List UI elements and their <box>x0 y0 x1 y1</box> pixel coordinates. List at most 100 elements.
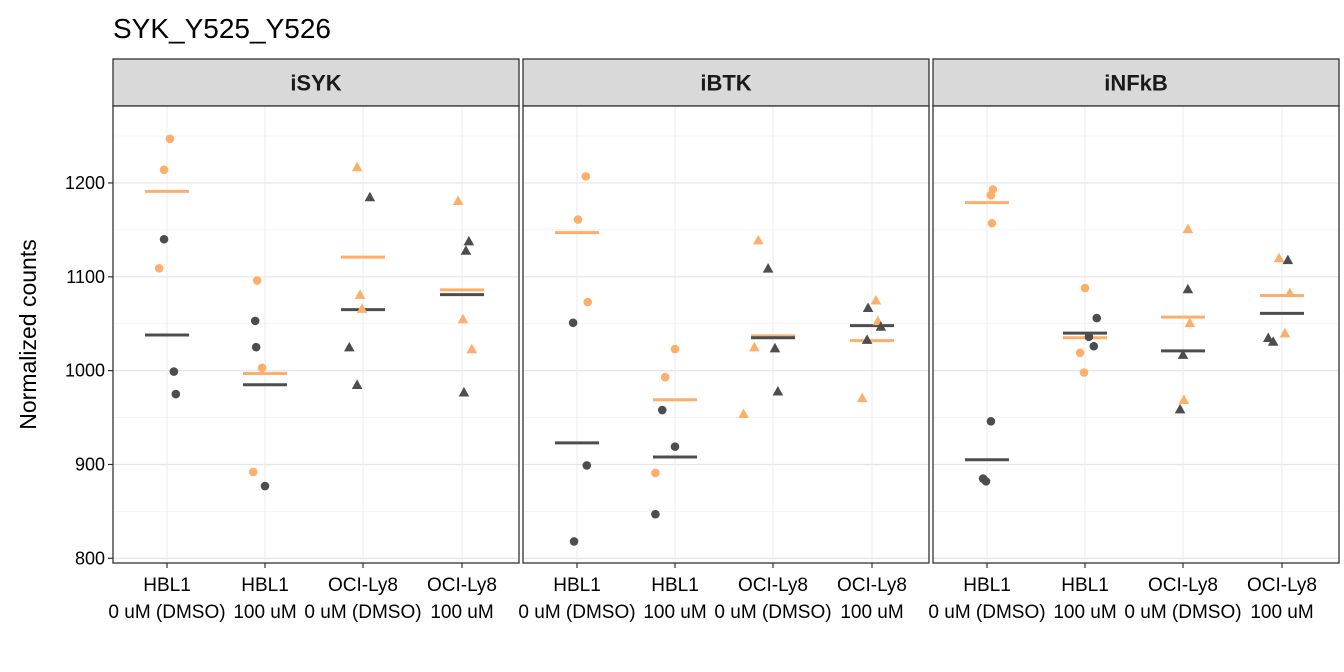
data-point <box>569 537 579 546</box>
x-tick-label-line2: 0 uM (DMSO) <box>108 602 225 623</box>
data-point <box>986 417 996 426</box>
x-tick-label-line2: 100 uM <box>430 602 493 623</box>
data-point <box>343 341 355 352</box>
data-point <box>154 264 164 273</box>
data-point <box>1075 348 1085 358</box>
x-tick-label-line2: 0 uM (DMSO) <box>928 602 1045 623</box>
data-point <box>463 235 475 246</box>
data-point <box>772 385 784 396</box>
data-point <box>986 190 996 200</box>
panel-strip-label: iSYK <box>290 71 341 96</box>
x-tick-label-line2: 0 uM (DMSO) <box>1124 602 1241 623</box>
x-tick-label-line1: HBL1 <box>963 575 1011 596</box>
y-tick-label: 900 <box>75 454 105 474</box>
y-tick-label: 1000 <box>65 361 105 381</box>
panel-strip <box>932 58 1340 107</box>
y-axis-label: Normalized counts <box>15 239 41 429</box>
panels: 800 900 1000 1100 1200 iSYK HBL1 0 uM (DMSO) HBL… <box>65 58 1340 623</box>
x-tick-label-line2: 100 uM <box>233 602 296 623</box>
panel-infkb: iNFkB HBL1 0 uM (DMSO) HBL1 100 uM OCI-Ly8 0 u… <box>928 58 1340 623</box>
data-point <box>1262 332 1274 343</box>
data-point <box>351 161 363 172</box>
panel-border <box>932 105 1340 564</box>
data-point <box>856 392 868 403</box>
x-tick-label-line2: 0 uM (DMSO) <box>304 602 421 623</box>
data-point <box>749 341 760 352</box>
data-point <box>987 218 997 228</box>
x-tick-label-line1: HBL1 <box>553 575 601 596</box>
data-point <box>260 481 270 491</box>
data-point <box>1174 403 1186 414</box>
x-tick-label-line2: 100 uM <box>643 602 706 623</box>
data-point <box>251 342 261 352</box>
data-point <box>568 318 578 328</box>
x-tick-label-line1: HBL1 <box>651 575 699 596</box>
data-point <box>769 342 781 353</box>
data-point <box>1080 283 1090 293</box>
data-point <box>660 372 670 382</box>
data-point <box>252 276 262 285</box>
data-point <box>875 321 887 331</box>
panel-border <box>522 105 930 564</box>
x-tick-label-line1: OCI-Ly8 <box>837 575 907 596</box>
x-tick-label-line2: 0 uM (DMSO) <box>714 602 831 623</box>
data-point <box>1282 254 1294 265</box>
data-point <box>351 379 363 389</box>
x-tick-label-line2: 100 uM <box>840 602 903 623</box>
data-point <box>582 461 592 470</box>
data-point <box>1273 252 1285 263</box>
x-tick-label-line1: HBL1 <box>241 575 289 596</box>
data-point <box>1279 327 1291 338</box>
data-point <box>861 334 873 344</box>
data-point <box>159 165 169 175</box>
data-point <box>457 313 469 324</box>
data-point <box>1092 313 1102 323</box>
panel-background <box>933 106 1339 563</box>
data-point <box>738 408 749 419</box>
data-point <box>460 245 472 255</box>
y-tick-label: 1200 <box>65 173 105 193</box>
data-point <box>753 234 764 245</box>
data-point <box>364 191 376 202</box>
data-point <box>452 195 464 206</box>
data-point <box>1284 287 1296 297</box>
data-point <box>250 316 260 326</box>
panel-ibtk: iBTK HBL1 0 uM (DMSO) HBL1 100 uM OCI-Ly8 0 uM… <box>518 58 930 623</box>
data-point <box>651 509 660 519</box>
data-point <box>651 468 660 478</box>
data-point <box>981 477 991 486</box>
data-point <box>670 442 680 451</box>
data-point <box>356 303 368 313</box>
panel-isyk: iSYK HBL1 0 uM (DMSO) HBL1 100 uM OCI-Ly8 0 uM… <box>108 58 520 623</box>
data-point <box>573 215 583 224</box>
data-point <box>1177 349 1189 359</box>
y-tick-label: 800 <box>75 548 105 568</box>
data-point <box>1084 332 1094 342</box>
data-point <box>354 289 366 299</box>
x-tick-label-line2: 0 uM (DMSO) <box>518 602 635 623</box>
data-point <box>171 389 181 399</box>
x-tick-label-line1: HBL1 <box>1061 575 1109 596</box>
data-point <box>165 134 175 144</box>
data-point <box>169 367 179 376</box>
data-point <box>1184 317 1196 328</box>
data-point <box>159 234 169 244</box>
x-tick-label-line1: OCI-Ly8 <box>1247 575 1317 596</box>
x-tick-label-line2: 100 uM <box>1053 602 1116 623</box>
data-point <box>248 467 258 477</box>
data-point <box>1079 368 1089 377</box>
y-tick-label: 1100 <box>66 267 105 287</box>
data-point <box>257 363 267 373</box>
data-point <box>1182 223 1194 234</box>
data-point <box>657 405 667 415</box>
x-tick-label-line1: HBL1 <box>143 575 191 596</box>
data-point <box>1178 394 1190 404</box>
x-tick-label-line1: OCI-Ly8 <box>738 575 808 596</box>
data-point <box>870 294 882 305</box>
panel-strip <box>522 58 930 107</box>
data-point <box>458 386 470 397</box>
data-point <box>1267 336 1279 346</box>
chart-title: SYK_Y525_Y526 <box>113 13 331 44</box>
panel-strip-label: iNFkB <box>1104 71 1168 96</box>
